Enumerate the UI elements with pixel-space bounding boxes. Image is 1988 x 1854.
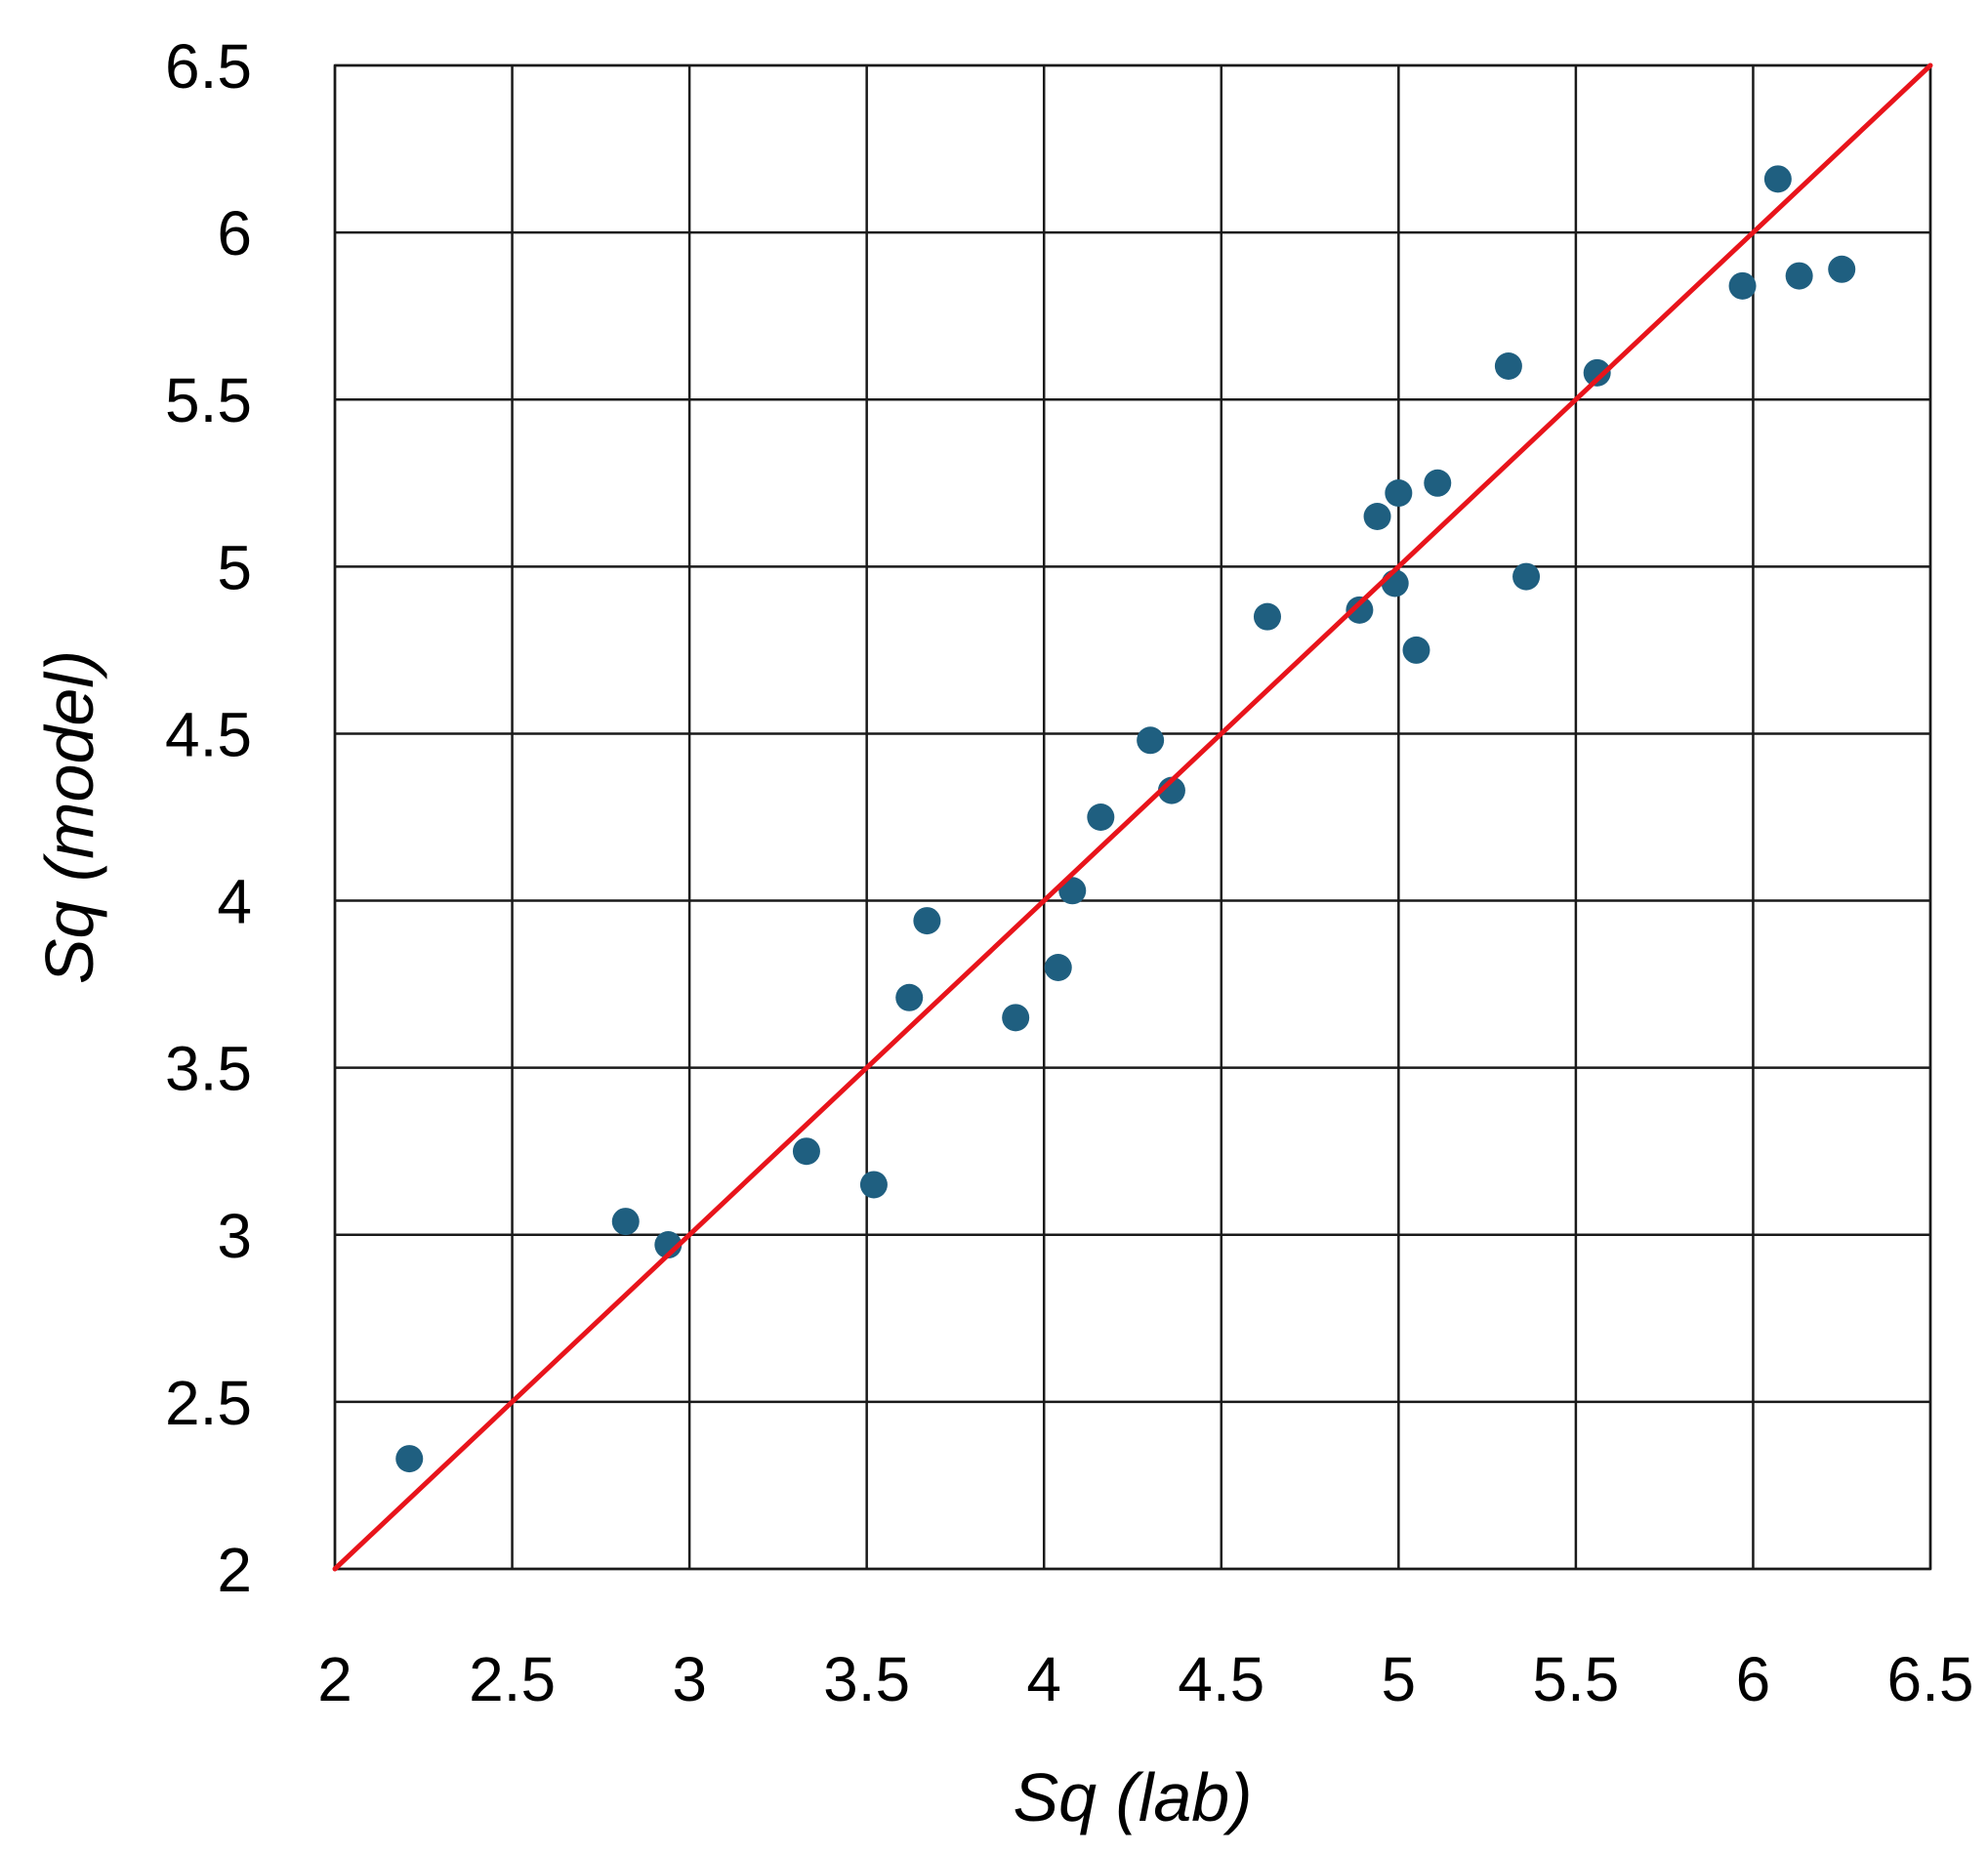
x-tick-label: 5.5 <box>1532 1644 1619 1714</box>
data-point <box>792 1137 820 1166</box>
data-point <box>1424 469 1452 497</box>
data-point <box>1087 803 1115 831</box>
y-tick-label: 2 <box>217 1535 252 1605</box>
x-tick-label: 2 <box>317 1644 352 1714</box>
x-tick-label: 6 <box>1736 1644 1771 1714</box>
y-tick-label: 4 <box>217 867 252 937</box>
reference-line-group <box>332 62 1933 1572</box>
data-point <box>1058 877 1087 905</box>
x-tick-label: 2.5 <box>469 1644 556 1714</box>
y-tick-label: 5 <box>217 532 252 602</box>
y-tick-label: 3 <box>217 1201 252 1271</box>
data-point <box>1828 255 1856 283</box>
data-point <box>395 1445 424 1473</box>
y-axis-tick-labels: 2 2.5 3 3.5 4 4.5 5 5.5 6 6.5 <box>165 31 252 1605</box>
data-point <box>1044 954 1072 981</box>
data-point <box>1137 726 1165 755</box>
data-point <box>1385 479 1413 508</box>
data-point <box>895 983 924 1011</box>
data-point <box>1002 1004 1030 1032</box>
x-axis-title: Sq (lab) <box>1013 1759 1252 1835</box>
data-point <box>1494 352 1522 380</box>
data-point <box>1583 358 1611 387</box>
data-point <box>1381 569 1409 597</box>
y-tick-label: 5.5 <box>165 365 252 435</box>
data-point <box>913 907 941 935</box>
data-point <box>1346 596 1374 624</box>
y-axis-title: Sq (model) <box>31 650 107 984</box>
x-tick-label: 3.5 <box>823 1644 910 1714</box>
data-point <box>611 1208 640 1236</box>
data-point <box>1763 165 1792 193</box>
x-tick-label: 3 <box>672 1644 707 1714</box>
data-point <box>1402 636 1430 664</box>
data-point <box>1512 562 1541 591</box>
y-tick-label: 6.5 <box>165 31 252 102</box>
data-point <box>1253 602 1281 631</box>
data-point <box>859 1171 888 1199</box>
data-point <box>1728 271 1757 300</box>
data-point <box>1363 503 1391 530</box>
plot-border <box>333 63 1932 1571</box>
y-tick-label: 4.5 <box>165 699 252 769</box>
y-tick-label: 2.5 <box>165 1368 252 1438</box>
y-tick-label: 6 <box>217 198 252 268</box>
reference-line <box>332 62 1933 1572</box>
y-tick-label: 3.5 <box>165 1034 252 1104</box>
plot-frame <box>333 63 1932 1571</box>
x-axis-tick-labels: 2 2.5 3 3.5 4 4.5 5 5.5 6 6.5 <box>317 1644 1973 1714</box>
data-points <box>395 165 1856 1473</box>
data-point <box>1785 262 1813 290</box>
x-tick-label: 6.5 <box>1887 1644 1974 1714</box>
x-tick-label: 4.5 <box>1178 1644 1264 1714</box>
x-tick-label: 5 <box>1382 1644 1417 1714</box>
x-tick-label: 4 <box>1026 1644 1061 1714</box>
